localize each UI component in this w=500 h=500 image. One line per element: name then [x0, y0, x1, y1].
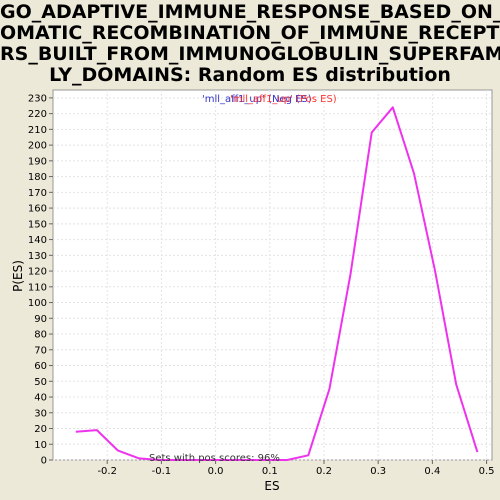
- x-tick-label: -0.2: [97, 466, 117, 477]
- title-line-3: RS_BUILT_FROM_IMMUNOGLOBULIN_SUPERFAMI: [0, 43, 500, 65]
- y-tick-label: 110: [28, 282, 47, 293]
- legend-neg-es: 'mll_aff1_up' (Neg ES): [202, 94, 312, 105]
- plot-area: [52, 89, 493, 461]
- chart-title: GO_ADAPTIVE_IMMUNE_RESPONSE_BASED_ON_S O…: [0, 2, 500, 86]
- series-group: [75, 106, 479, 461]
- x-axis-ticks: -0.2 -0.1 0.0 0.1 0.2 0.3 0.4 0.5: [97, 460, 495, 477]
- y-tick-label: 70: [34, 345, 47, 356]
- y-tick-label: 50: [34, 377, 47, 388]
- y-tick-label: 190: [28, 156, 47, 167]
- y-tick-label: 180: [28, 172, 47, 183]
- y-axis-ticks: 0 10 20 30 40 50 60 70 80 90 100 110 120 130 140 150 160…: [28, 93, 53, 467]
- x-tick-label: -0.1: [152, 466, 172, 477]
- y-tick-label: 160: [28, 204, 47, 215]
- y-tick-label: 140: [28, 235, 47, 246]
- pos-score-annotation: Sets with pos scores: 96%: [149, 453, 280, 464]
- y-tick-label: 120: [28, 267, 47, 278]
- title-line-1: GO_ADAPTIVE_IMMUNE_RESPONSE_BASED_ON_S: [0, 1, 500, 23]
- y-tick-label: 10: [34, 440, 47, 451]
- title-line-4: LY_DOMAINS: Random ES distribution: [49, 64, 451, 86]
- y-tick-label: 40: [34, 393, 47, 404]
- es-distribution-line: [75, 106, 479, 461]
- y-tick-label: 230: [28, 93, 47, 104]
- x-tick-label: 0.4: [424, 466, 440, 477]
- y-tick-label: 90: [34, 314, 47, 325]
- y-tick-label: 80: [34, 330, 47, 341]
- legend-pos-es: 'mll_aff1_up' (Pos ES): [230, 94, 337, 105]
- x-tick-label: 0.1: [262, 466, 278, 477]
- y-tick-label: 20: [34, 424, 47, 435]
- y-tick-label: 100: [28, 298, 47, 309]
- x-tick-label: 0.0: [208, 466, 224, 477]
- y-tick-label: 130: [28, 251, 47, 262]
- y-tick-label: 200: [28, 141, 47, 152]
- y-tick-label: 150: [28, 219, 47, 230]
- title-line-2: OMATIC_RECOMBINATION_OF_IMMUNE_RECEPTO: [0, 22, 500, 44]
- y-tick-label: 170: [28, 188, 47, 199]
- x-tick-label: 0.3: [370, 466, 386, 477]
- y-tick-label: 220: [28, 109, 47, 120]
- y-axis-label: P(ES): [11, 260, 25, 292]
- y-tick-label: 0: [41, 456, 47, 467]
- y-tick-label: 210: [28, 125, 47, 136]
- y-tick-label: 30: [34, 408, 47, 419]
- x-tick-label: 0.5: [479, 466, 495, 477]
- y-tick-label: 60: [34, 361, 47, 372]
- legend: 'mll_aff1_up' (Neg ES) 'mll_aff1_up' (Po…: [202, 94, 337, 105]
- x-tick-label: 0.2: [316, 466, 332, 477]
- x-axis-label: ES: [264, 479, 279, 493]
